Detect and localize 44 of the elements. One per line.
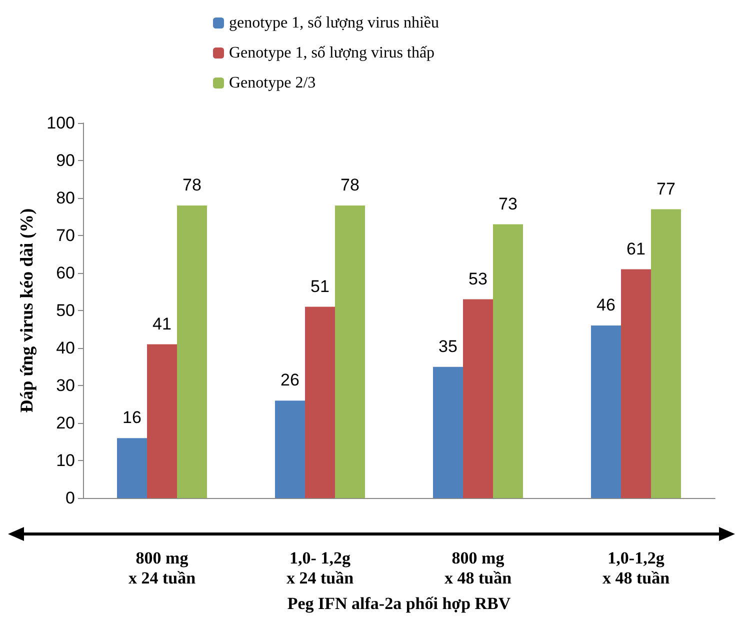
bar xyxy=(463,299,493,498)
bar xyxy=(335,206,365,498)
data-label: 78 xyxy=(340,176,360,195)
x-axis-title: Peg IFN alfa-2a phối hợp RBV xyxy=(287,594,512,613)
y-tick-label: 40 xyxy=(56,338,75,358)
bar xyxy=(147,344,177,498)
y-tick-label: 20 xyxy=(56,414,75,433)
y-tick-label: 60 xyxy=(56,264,75,283)
bar xyxy=(621,269,651,498)
data-label: 26 xyxy=(280,370,300,390)
legend-label: genotype 1, số lượng virus nhiều xyxy=(229,14,439,32)
x-tick-label: 1,0- 1,2g x 24 tuần xyxy=(286,548,354,588)
legend-label: Genotype 1, số lượng virus thấp xyxy=(229,44,435,62)
y-tick-label: 30 xyxy=(56,376,75,396)
y-tick-label: 50 xyxy=(56,301,75,320)
x-tick-label: 800 mg x 48 tuần xyxy=(444,548,512,588)
data-label: 78 xyxy=(182,176,202,195)
bar xyxy=(275,400,305,498)
y-tick-label: 80 xyxy=(56,188,75,208)
bar xyxy=(433,366,463,498)
y-axis-title: Đáp ứng virus kéo dài (%) xyxy=(16,208,37,413)
bar xyxy=(651,209,681,498)
data-label: 51 xyxy=(310,276,330,296)
y-tick-label: 70 xyxy=(56,226,75,246)
bar xyxy=(591,326,621,498)
data-label: 16 xyxy=(122,408,142,428)
bar xyxy=(493,224,523,498)
bar xyxy=(305,306,335,498)
data-label: 41 xyxy=(152,314,172,334)
y-tick-label: 10 xyxy=(56,451,75,470)
bar xyxy=(177,206,207,498)
y-tick-label: 100 xyxy=(46,114,75,132)
y-tick-label: 90 xyxy=(56,151,75,170)
data-label: 46 xyxy=(596,296,616,315)
bar xyxy=(117,438,147,498)
data-label: 77 xyxy=(656,179,676,198)
x-tick-label: 1,0-1,2g x 48 tuần xyxy=(602,548,670,588)
data-label: 61 xyxy=(626,239,646,258)
y-tick-label: 0 xyxy=(66,488,75,508)
data-label: 35 xyxy=(438,336,458,356)
data-label: 73 xyxy=(498,194,518,214)
x-tick-label: 800 mg x 24 tuần xyxy=(128,548,196,588)
data-label: 53 xyxy=(468,269,488,288)
legend-label: Genotype 2/3 xyxy=(229,74,316,92)
